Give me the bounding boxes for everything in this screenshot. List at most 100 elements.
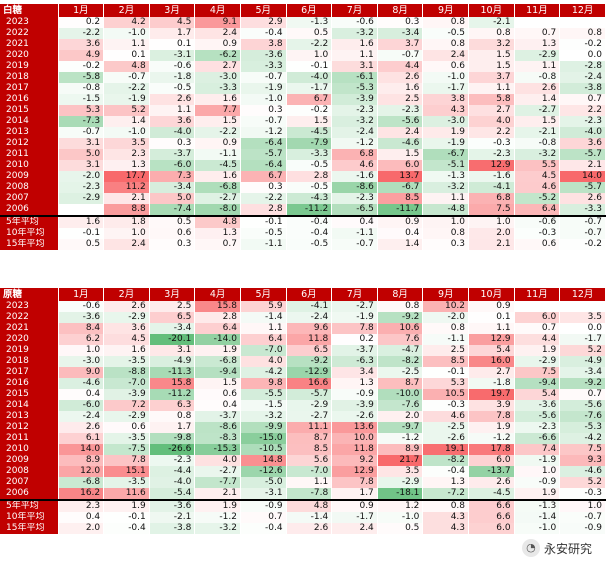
heatmap-cell: -2.4 <box>331 127 378 138</box>
heatmap-cell: -2.9 <box>514 50 561 61</box>
heatmap-cell: -1.9 <box>331 312 378 323</box>
heatmap-cell: 1.6 <box>103 345 150 356</box>
heatmap-cell: 2.2 <box>468 127 515 138</box>
year-row: 2013 -2.4 -2.9 0.8 -3.7 -3.2 -2.7 -2.6 2.0 4.6 7.8… <box>0 411 606 422</box>
heatmap-cell <box>58 204 105 217</box>
heatmap-cell: 6.5 <box>149 312 196 323</box>
heatmap-cell: 3.7 <box>377 39 424 50</box>
month-header: 7月 <box>331 288 378 301</box>
header-row: 原糖 1月 2月 3月 4月 5月 6月 7月 8月 9月 10月 11月 12月 <box>0 288 606 301</box>
heatmap-cell: 3.5 <box>559 312 606 323</box>
heatmap-cell: -2.3 <box>468 149 515 160</box>
year-row: 2008 -2.3 11.2 -3.4 -6.8 0.3 -0.5 -8.6 -6.7 -3.2-… <box>0 182 606 193</box>
month-header: 1月 <box>58 4 105 17</box>
heatmap-cell: -0.2 <box>559 239 606 250</box>
heatmap-cell: 0.9 <box>468 301 515 312</box>
row-label: 2023 <box>0 301 59 312</box>
heatmap-cell: -0.6 <box>58 301 105 312</box>
year-row: 2015 0.4 -3.9 -11.2 0.6 -5.5 -5.7 -0.9 -10.0 10.5… <box>0 389 606 400</box>
month-header: 12月 <box>559 288 606 301</box>
heatmap-cell: -5.4 <box>149 488 196 501</box>
heatmap-cell: -1.8 <box>149 72 196 83</box>
heatmap-cell: -3.4 <box>377 28 424 39</box>
row-label: 2018 <box>0 356 59 367</box>
heatmap-cell: -1.7 <box>331 512 378 523</box>
heatmap-cell: -6.8 <box>194 182 241 193</box>
row-label: 15年平均 <box>0 523 59 534</box>
heatmap-cell: -6.4 <box>240 138 287 149</box>
year-row: 2006 8.8 -7.4 -8.0 2.8 -11.2 -6.5 -11.7 -4.8 7.5 6… <box>0 204 606 217</box>
heatmap-cell: -0.8 <box>58 83 105 94</box>
year-row: 2014 -6.0 7.2 6.3 0.4 -1.5 -2.9 -3.9 -7.6 -0.3 3.9… <box>0 400 606 411</box>
heatmap-cell: 2.4 <box>422 50 470 61</box>
year-row: 2019 1.0 1.6 3.1 1.9 -7.0 6.5 -3.7 -4.7 2.5 5.4 1.9… <box>0 345 606 356</box>
heatmap-cell: 6.0 <box>514 312 561 323</box>
heatmap-cell: 1.8 <box>103 216 150 228</box>
heatmap-cell: -7.4 <box>149 204 196 217</box>
heatmap-cell: -1.0 <box>103 28 150 39</box>
year-row: 2009 8.9 7.8 -2.3 4.0 14.8 5.6 9.2 21.7 -8.2 6.0 -1… <box>0 455 606 466</box>
heatmap-cell: -4.8 <box>422 204 470 217</box>
heatmap-cell: 0.0 <box>559 50 606 61</box>
year-row: 2011 6.1 -3.5 -9.8 -8.3 -15.0 8.7 10.0 -1.2 -2.6-… <box>0 433 606 444</box>
month-header: 4月 <box>194 4 241 17</box>
heatmap-cell: 1.7 <box>149 28 196 39</box>
heatmap-cell: 3.1 <box>58 160 105 171</box>
year-row: 2018 -5.8 -0.7 -1.8 -3.0 -0.7 -4.0 -6.1 2.6 -1.0 3… <box>0 72 606 83</box>
heatmap-cell: 0.8 <box>149 411 196 422</box>
heatmap-cell: 2.6 <box>286 523 333 534</box>
heatmap-cell: -4.4 <box>149 466 196 477</box>
heatmap-cell: 17.7 <box>103 171 150 182</box>
heatmap-cell: -0.1 <box>422 367 470 378</box>
month-header: 12月 <box>559 4 606 17</box>
heatmap-cell: -0.4 <box>103 523 150 534</box>
year-row: 2020 4.9 0.1 -3.1 -6.2 -3.6 1.0 1.1 -0.7 2.4 1.5 -2… <box>0 50 606 61</box>
month-header: 10月 <box>468 4 515 17</box>
row-label: 2022 <box>0 312 59 323</box>
heatmap-cell: -1.9 <box>240 83 287 94</box>
row-label: 2007 <box>0 193 59 204</box>
heatmap-cell: -0.5 <box>286 160 333 171</box>
heatmap-cell: 4.5 <box>149 17 196 28</box>
heatmap-cell: -3.8 <box>149 523 196 534</box>
heatmap-cell: -0.5 <box>240 228 287 239</box>
heatmap-cell: 0.9 <box>194 138 241 149</box>
heatmap-cell: 1.5 <box>377 149 424 160</box>
heatmap-cell: 0.6 <box>514 239 561 250</box>
heatmap-cell: -3.0 <box>194 72 241 83</box>
heatmap-cell: -2.9 <box>514 356 561 367</box>
heatmap-cell: 0.5 <box>286 28 333 39</box>
heatmap-cell <box>559 17 606 28</box>
heatmap-cell: -4.5 <box>286 127 333 138</box>
heatmap-cell: 9.6 <box>286 323 333 334</box>
heatmap-cell: -2.2 <box>58 28 105 39</box>
heatmap-cell: -3.5 <box>103 356 150 367</box>
heatmap-cell: -11.3 <box>149 367 196 378</box>
heatmap-cell: -5.1 <box>422 160 470 171</box>
heatmap-cell <box>514 301 561 312</box>
month-header: 8月 <box>377 288 424 301</box>
heatmap-cell: -4.0 <box>149 477 196 488</box>
heatmap-cell: 1.0 <box>559 500 606 512</box>
heatmap-cell: -6.7 <box>422 149 470 160</box>
row-label: 2017 <box>0 367 59 378</box>
heatmap-cell: -9.2 <box>286 356 333 367</box>
average-row: 10年平均 -0.1 1.0 0.6 1.3 -0.5 -0.4 -1.1 0.4 0.8 2.0-… <box>0 228 606 239</box>
heatmap-cell: 2.9 <box>240 17 287 28</box>
heatmap-cell: 7.8 <box>331 477 378 488</box>
heatmap-cell: -3.6 <box>58 312 105 323</box>
row-label: 2012 <box>0 422 59 433</box>
heatmap-cell: 4.6 <box>331 160 378 171</box>
heatmap-cell: 1.5 <box>468 61 515 72</box>
average-row: 5年平均 2.3 1.9 -3.6 1.9 -0.9 4.8 0.9 1.2 0.8 6.6 -1.3… <box>0 500 606 512</box>
row-label: 2022 <box>0 28 59 39</box>
heatmap-cell: 0.7 <box>514 28 561 39</box>
heatmap-cell: -1.6 <box>331 171 378 182</box>
heatmap-cell: -0.2 <box>559 39 606 50</box>
heatmap-cell: -0.4 <box>240 523 287 534</box>
heatmap-cell: 5.2 <box>559 477 606 488</box>
year-row: 2010 14.0 -7.5 -26.6 -15.3 -10.5 8.5 11.8 8.9 19.… <box>0 444 606 455</box>
row-label: 2016 <box>0 378 59 389</box>
heatmap-cell: -2.0 <box>422 312 470 323</box>
heatmap-cell: -0.9 <box>559 523 606 534</box>
